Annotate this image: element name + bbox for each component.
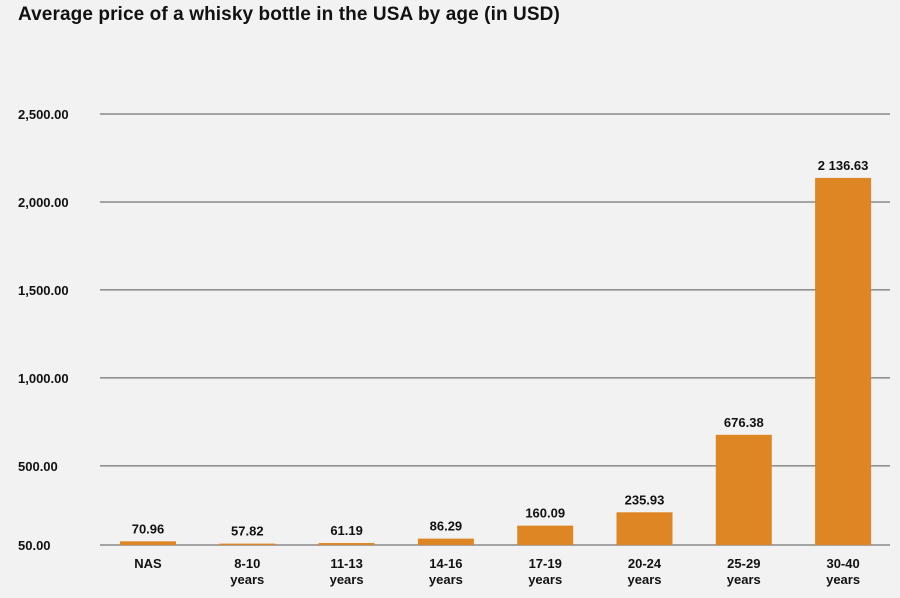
bar-value-label: 57.82 — [231, 524, 264, 539]
bar — [417, 538, 474, 545]
bar — [616, 512, 673, 545]
x-tick-label: years — [628, 572, 662, 587]
x-tick-label: years — [230, 572, 264, 587]
x-tick-label: 25-29 — [727, 556, 760, 571]
bars — [120, 177, 872, 545]
x-tick-label: years — [330, 572, 364, 587]
x-tick-label: 14-16 — [429, 556, 462, 571]
x-tick-label: 11-13 — [330, 556, 363, 571]
y-tick-label: 500.00 — [18, 459, 58, 474]
x-tick-label: years — [528, 572, 562, 587]
bar — [219, 543, 276, 545]
y-tick-label: 2,500.00 — [18, 107, 69, 122]
bar-value-label: 2 136.63 — [818, 158, 869, 173]
x-tick-label: 8-10 — [234, 556, 260, 571]
y-tick-label: 50.00 — [18, 538, 51, 553]
x-axis-tick-labels: NAS 8-10years11-13years14-16years17-19yea… — [134, 556, 860, 587]
x-tick-label: NAS — [134, 556, 162, 571]
y-tick-label: 2,000.00 — [18, 195, 69, 210]
x-tick-label: 20-24 — [628, 556, 662, 571]
x-tick-label: years — [429, 572, 463, 587]
bar-value-label: 235.93 — [625, 492, 665, 507]
bar-value-label: 160.09 — [525, 506, 565, 521]
bar — [517, 525, 574, 545]
chart-title: Average price of a whisky bottle in the … — [18, 4, 560, 25]
bar — [815, 177, 872, 545]
bar-value-label: 86.29 — [430, 519, 463, 534]
y-tick-label: 1,000.00 — [18, 371, 69, 386]
x-tick-label: 30-40 — [826, 556, 859, 571]
x-tick-label: years — [727, 572, 761, 587]
bar — [120, 541, 176, 545]
bar — [715, 434, 772, 545]
bar-value-label: 676.38 — [724, 415, 764, 430]
y-axis-tick-labels: 50.00 500.00 1,000.00 1,500.00 2,000.00 2,500… — [18, 107, 69, 553]
y-tick-label: 1,500.00 — [18, 283, 69, 298]
bar-value-label: 70.96 — [132, 521, 165, 536]
x-tick-label: years — [826, 572, 860, 587]
bar-value-label: 61.19 — [330, 523, 363, 538]
bar — [318, 543, 375, 545]
value-labels: 70.96 57.82 61.19 86.29 160.09 235.93 676.38 2 … — [132, 158, 869, 539]
x-tick-label: 17-19 — [529, 556, 562, 571]
